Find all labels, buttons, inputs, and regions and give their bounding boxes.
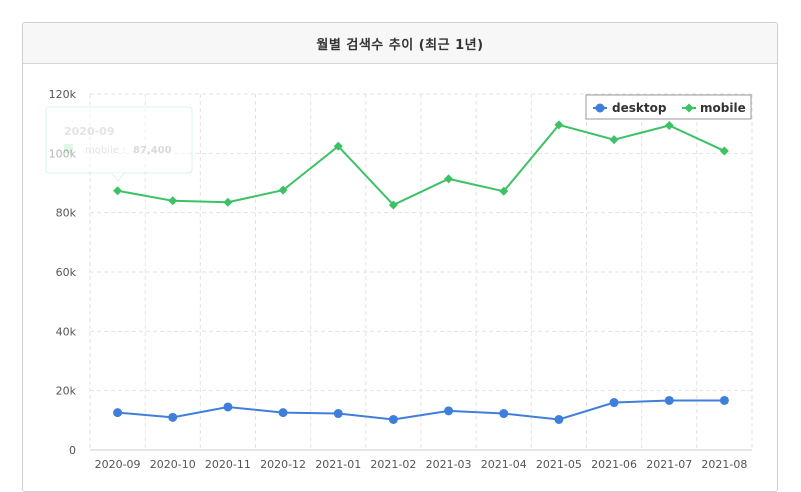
desktop-point [168, 412, 178, 422]
x-tick-label: 2020-11 [205, 458, 251, 471]
x-tick-label: 2020-09 [95, 458, 141, 471]
mobile-point [333, 141, 343, 151]
x-tick-label: 2021-06 [591, 458, 637, 471]
desktop-point [499, 409, 509, 419]
y-tick-label: 120k [49, 88, 77, 101]
y-tick-label: 80k [56, 207, 77, 220]
y-tick-label: 0 [69, 444, 76, 457]
mobile-point [554, 120, 564, 130]
desktop-point [444, 406, 454, 416]
legend-box [585, 94, 752, 120]
mobile-point [609, 135, 619, 145]
tooltip-arrow [111, 172, 125, 182]
x-tick-label: 2020-10 [150, 458, 196, 471]
desktop-point [388, 414, 398, 424]
mobile-point [168, 196, 178, 206]
mobile-point [388, 200, 398, 210]
tooltip-series-name: mobile : [85, 145, 125, 156]
x-tick-label: 2021-02 [370, 458, 416, 471]
mobile-point [223, 197, 233, 207]
y-tick-label: 20k [56, 385, 77, 398]
tooltip-box [45, 106, 193, 174]
tooltip-series-swatch [64, 144, 73, 153]
desktop-point [333, 409, 343, 419]
x-tick-label: 2021-05 [536, 458, 582, 471]
desktop-point [664, 395, 674, 405]
mobile-point [113, 186, 123, 196]
x-tick-label: 2021-07 [646, 458, 692, 471]
x-tick-label: 2021-08 [701, 458, 747, 471]
x-tick-label: 2021-01 [315, 458, 361, 471]
desktop-point [113, 408, 123, 418]
desktop-point [223, 402, 233, 412]
x-tick-label: 2021-03 [426, 458, 472, 471]
legend-mobile-label: mobile [700, 101, 746, 115]
tooltip: 2020-09 mobile : 87,400 [45, 106, 193, 182]
mobile-point [278, 185, 288, 195]
panel-header: 월별 검색수 추이 (최근 1년) [23, 23, 777, 64]
x-tick-label: 2020-12 [260, 458, 306, 471]
mobile-point [664, 120, 674, 130]
mobile-point [719, 146, 729, 156]
desktop-point [609, 398, 619, 408]
mobile-point [499, 186, 509, 196]
legend-desktop-marker [595, 103, 605, 113]
desktop-point [554, 414, 564, 424]
tooltip-period: 2020-09 [64, 125, 115, 138]
desktop-point [719, 395, 729, 405]
mobile-line [117, 123, 725, 207]
tooltip-value: 87,400 [133, 145, 172, 156]
x-tick-label: 2021-04 [481, 458, 527, 471]
legend-desktop-label: desktop [612, 101, 667, 115]
desktop-point [278, 408, 288, 418]
legend-mobile-marker [684, 103, 694, 113]
panel-title: 월별 검색수 추이 (최근 1년) [316, 38, 484, 53]
mobile-point [444, 174, 454, 184]
y-tick-label: 40k [56, 325, 77, 338]
y-tick-label: 60k [56, 266, 77, 279]
desktop-line [117, 399, 725, 421]
